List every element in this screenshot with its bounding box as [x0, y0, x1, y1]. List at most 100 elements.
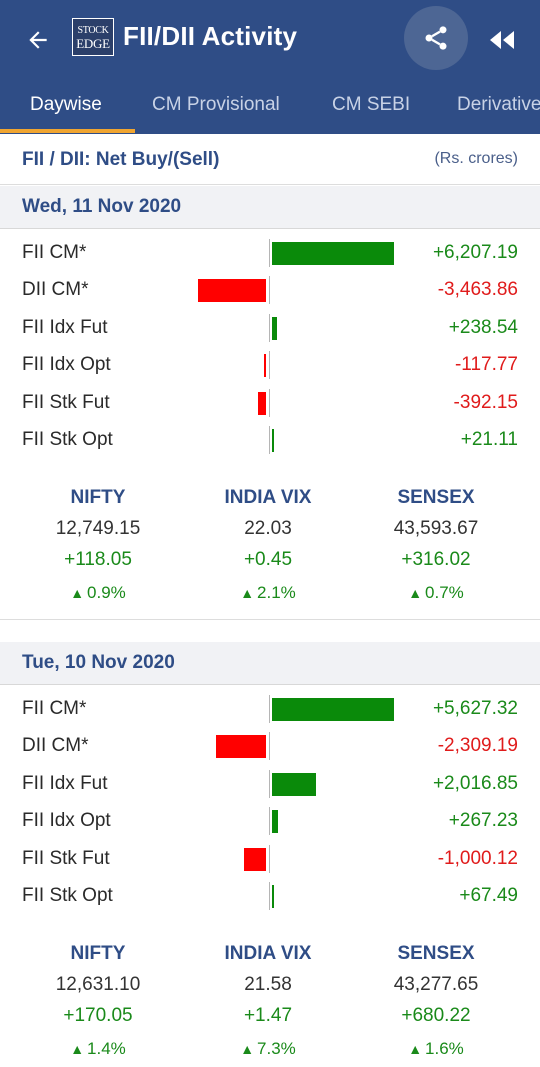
date-label: Tue, 10 Nov 2020: [22, 652, 175, 673]
row-label: FII CM*: [22, 242, 87, 263]
index-value: 12,631.10: [55, 974, 141, 995]
index-name: SENSEX: [397, 487, 475, 508]
activity-row: FII Idx Opt +267.23: [0, 804, 540, 841]
index-name: NIFTY: [70, 487, 126, 508]
index-percent: ▲ 0.9%: [70, 583, 126, 602]
row-label: FII Idx Opt: [22, 354, 111, 375]
index-change: +118.05: [64, 549, 132, 570]
stockedge-logo: STOCK EDGE: [72, 18, 114, 56]
index-percent: ▲ 0.7%: [408, 583, 464, 602]
index-name: INDIA VIX: [224, 487, 312, 508]
activity-row: DII CM* -3,463.86: [0, 273, 540, 310]
positive-bar: [272, 317, 277, 340]
index-change: +316.02: [401, 549, 471, 570]
positive-bar: [272, 885, 274, 908]
date-label: Wed, 11 Nov 2020: [22, 196, 182, 217]
positive-bar: [272, 773, 316, 796]
bar-axis: [269, 276, 270, 304]
activity-row: FII CM* +6,207.19: [0, 236, 540, 273]
tab-cm-provisional[interactable]: CM Provisional: [152, 94, 280, 115]
index-summary: NIFTY 12,631.10 +170.05 ▲ 1.4% INDIA VIX …: [0, 939, 540, 1067]
rewind-icon: [490, 31, 514, 49]
row-value: +5,627.32: [432, 698, 518, 719]
index-value: 12,749.15: [55, 518, 141, 539]
bar-axis: [269, 845, 270, 873]
rewind-button[interactable]: [478, 20, 526, 60]
row-value: -1,000.12: [437, 848, 518, 869]
row-value: +21.11: [460, 429, 518, 450]
activity-row: FII CM* +5,627.32: [0, 692, 540, 729]
row-value: +2,016.85: [432, 773, 518, 794]
active-tab-indicator: [0, 129, 135, 133]
row-label: FII Stk Opt: [22, 429, 113, 450]
up-arrow-icon: ▲: [408, 1041, 423, 1057]
index-india-vix: INDIA VIX 21.58 +1.47 ▲ 7.3%: [183, 939, 353, 1065]
row-label: FII CM*: [22, 698, 87, 719]
row-value: +6,207.19: [432, 242, 518, 263]
up-arrow-icon: ▲: [240, 1041, 255, 1057]
activity-row: FII Stk Opt +67.49: [0, 879, 540, 916]
share-icon: [425, 26, 447, 50]
row-label: FII Stk Fut: [22, 392, 110, 413]
bar-axis: [269, 314, 270, 342]
negative-bar: [244, 848, 266, 871]
row-label: DII CM*: [22, 279, 89, 300]
negative-bar: [258, 392, 266, 415]
row-value: +238.54: [448, 317, 518, 338]
row-label: FII Stk Opt: [22, 885, 113, 906]
row-value: -117.77: [454, 354, 518, 375]
index-change: +0.45: [243, 549, 293, 570]
tab-derivatives[interactable]: Derivatives: [457, 94, 540, 115]
up-arrow-icon: ▲: [240, 585, 255, 601]
negative-bar: [198, 279, 266, 302]
positive-bar: [272, 698, 394, 721]
date-header: Tue, 10 Nov 2020: [0, 642, 540, 685]
date-header: Wed, 11 Nov 2020: [0, 186, 540, 229]
up-arrow-icon: ▲: [408, 585, 423, 601]
bar-axis: [269, 426, 270, 454]
negative-bar: [216, 735, 266, 758]
unit-label: (Rs. crores): [434, 150, 518, 167]
section-title: FII / DII: Net Buy/(Sell): [22, 149, 220, 170]
bar-axis: [269, 882, 270, 910]
index-summary: NIFTY 12,749.15 +118.05 ▲ 0.9% INDIA VIX …: [0, 483, 540, 613]
row-label: FII Idx Fut: [22, 317, 108, 338]
bar-axis: [269, 695, 270, 723]
index-nifty: NIFTY 12,631.10 +170.05 ▲ 1.4%: [13, 939, 183, 1065]
negative-bar: [264, 354, 266, 377]
bar-axis: [269, 351, 270, 379]
activity-row: FII Idx Opt -117.77: [0, 348, 540, 385]
index-change: +170.05: [63, 1005, 133, 1026]
tab-cm-sebi[interactable]: CM SEBI: [332, 94, 411, 115]
divider: [0, 619, 540, 620]
activity-row: FII Idx Fut +238.54: [0, 311, 540, 348]
activity-row: FII Stk Fut -392.15: [0, 386, 540, 423]
index-change: +1.47: [243, 1005, 293, 1026]
row-value: +67.49: [459, 885, 518, 906]
share-button[interactable]: [404, 6, 468, 70]
positive-bar: [272, 242, 394, 265]
activity-row: FII Idx Fut +2,016.85: [0, 767, 540, 804]
index-name: NIFTY: [70, 943, 126, 964]
bar-axis: [269, 807, 270, 835]
index-sensex: SENSEX 43,277.65 +680.22 ▲ 1.6%: [351, 939, 521, 1065]
app-bar: STOCK EDGE FII/DII Activity: [0, 0, 540, 80]
back-button[interactable]: [14, 18, 62, 62]
up-arrow-icon: ▲: [70, 585, 85, 601]
index-percent: ▲ 1.6%: [408, 1039, 464, 1058]
index-name: INDIA VIX: [224, 943, 312, 964]
bar-axis: [269, 239, 270, 267]
page-title: FII/DII Activity: [123, 21, 298, 51]
index-value: 43,593.67: [393, 518, 479, 539]
arrow-left-icon: [29, 31, 47, 49]
tab-bar: Daywise CM Provisional CM SEBI Derivativ…: [0, 80, 540, 134]
index-change: +680.22: [401, 1005, 471, 1026]
app-header: STOCK EDGE FII/DII Activity Daywise CM P…: [0, 0, 540, 134]
tab-daywise[interactable]: Daywise: [30, 94, 102, 115]
index-value: 21.58: [244, 974, 292, 995]
index-sensex: SENSEX 43,593.67 +316.02 ▲ 0.7%: [351, 483, 521, 609]
row-value: -3,463.86: [437, 279, 518, 300]
row-label: FII Stk Fut: [22, 848, 110, 869]
positive-bar: [272, 810, 278, 833]
row-label: DII CM*: [22, 735, 89, 756]
